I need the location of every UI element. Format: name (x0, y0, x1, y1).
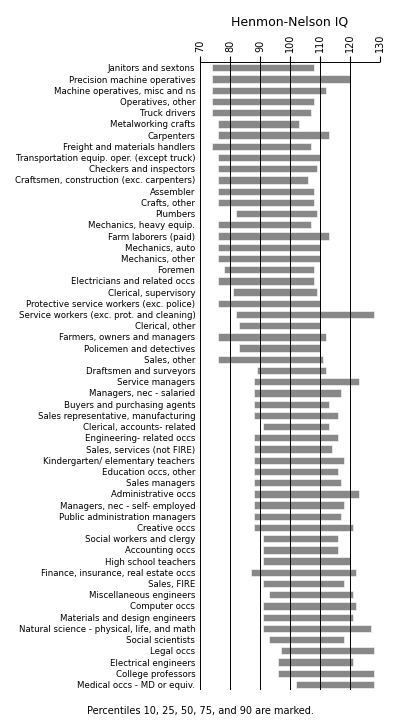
Bar (218, 356, 323, 363)
Bar (239, 344, 320, 352)
Bar (212, 109, 311, 117)
Bar (263, 603, 356, 610)
Bar (251, 569, 356, 576)
Bar (263, 423, 329, 431)
Bar (212, 143, 311, 150)
Bar (254, 390, 341, 397)
Bar (218, 165, 317, 172)
Bar (263, 535, 338, 542)
Bar (278, 670, 374, 677)
Bar (254, 524, 353, 531)
Bar (269, 591, 353, 598)
Bar (212, 76, 350, 83)
X-axis label: Henmon-Nelson IQ: Henmon-Nelson IQ (232, 15, 349, 28)
Bar (263, 546, 338, 554)
Bar (254, 513, 341, 520)
Bar (236, 210, 317, 217)
Bar (254, 434, 338, 441)
Bar (296, 681, 374, 688)
Bar (263, 557, 350, 564)
Bar (254, 479, 341, 486)
Bar (263, 625, 371, 632)
Bar (224, 266, 314, 274)
Bar (254, 400, 329, 408)
Bar (218, 333, 326, 341)
Bar (218, 233, 329, 240)
Bar (218, 300, 320, 307)
Bar (218, 255, 320, 262)
Bar (278, 658, 353, 666)
Bar (269, 636, 344, 643)
Bar (233, 289, 317, 296)
Bar (239, 322, 320, 329)
Bar (254, 490, 359, 498)
Bar (212, 64, 314, 71)
Bar (212, 98, 314, 105)
Bar (212, 86, 326, 94)
Bar (218, 221, 311, 228)
Bar (254, 456, 344, 464)
Bar (218, 120, 299, 127)
Bar (218, 187, 314, 195)
Bar (218, 277, 314, 284)
Bar (254, 446, 332, 453)
Bar (218, 243, 320, 251)
Text: Percentiles 10, 25, 50, 75, and 90 are marked.: Percentiles 10, 25, 50, 75, and 90 are m… (86, 706, 314, 716)
Bar (218, 132, 329, 139)
Bar (281, 647, 374, 654)
Bar (236, 311, 374, 318)
Bar (218, 176, 308, 184)
Bar (218, 154, 320, 161)
Bar (263, 613, 353, 621)
Bar (257, 367, 326, 374)
Bar (254, 378, 359, 385)
Bar (254, 501, 344, 509)
Bar (254, 412, 338, 419)
Bar (254, 468, 338, 475)
Bar (218, 199, 314, 206)
Bar (263, 580, 344, 588)
